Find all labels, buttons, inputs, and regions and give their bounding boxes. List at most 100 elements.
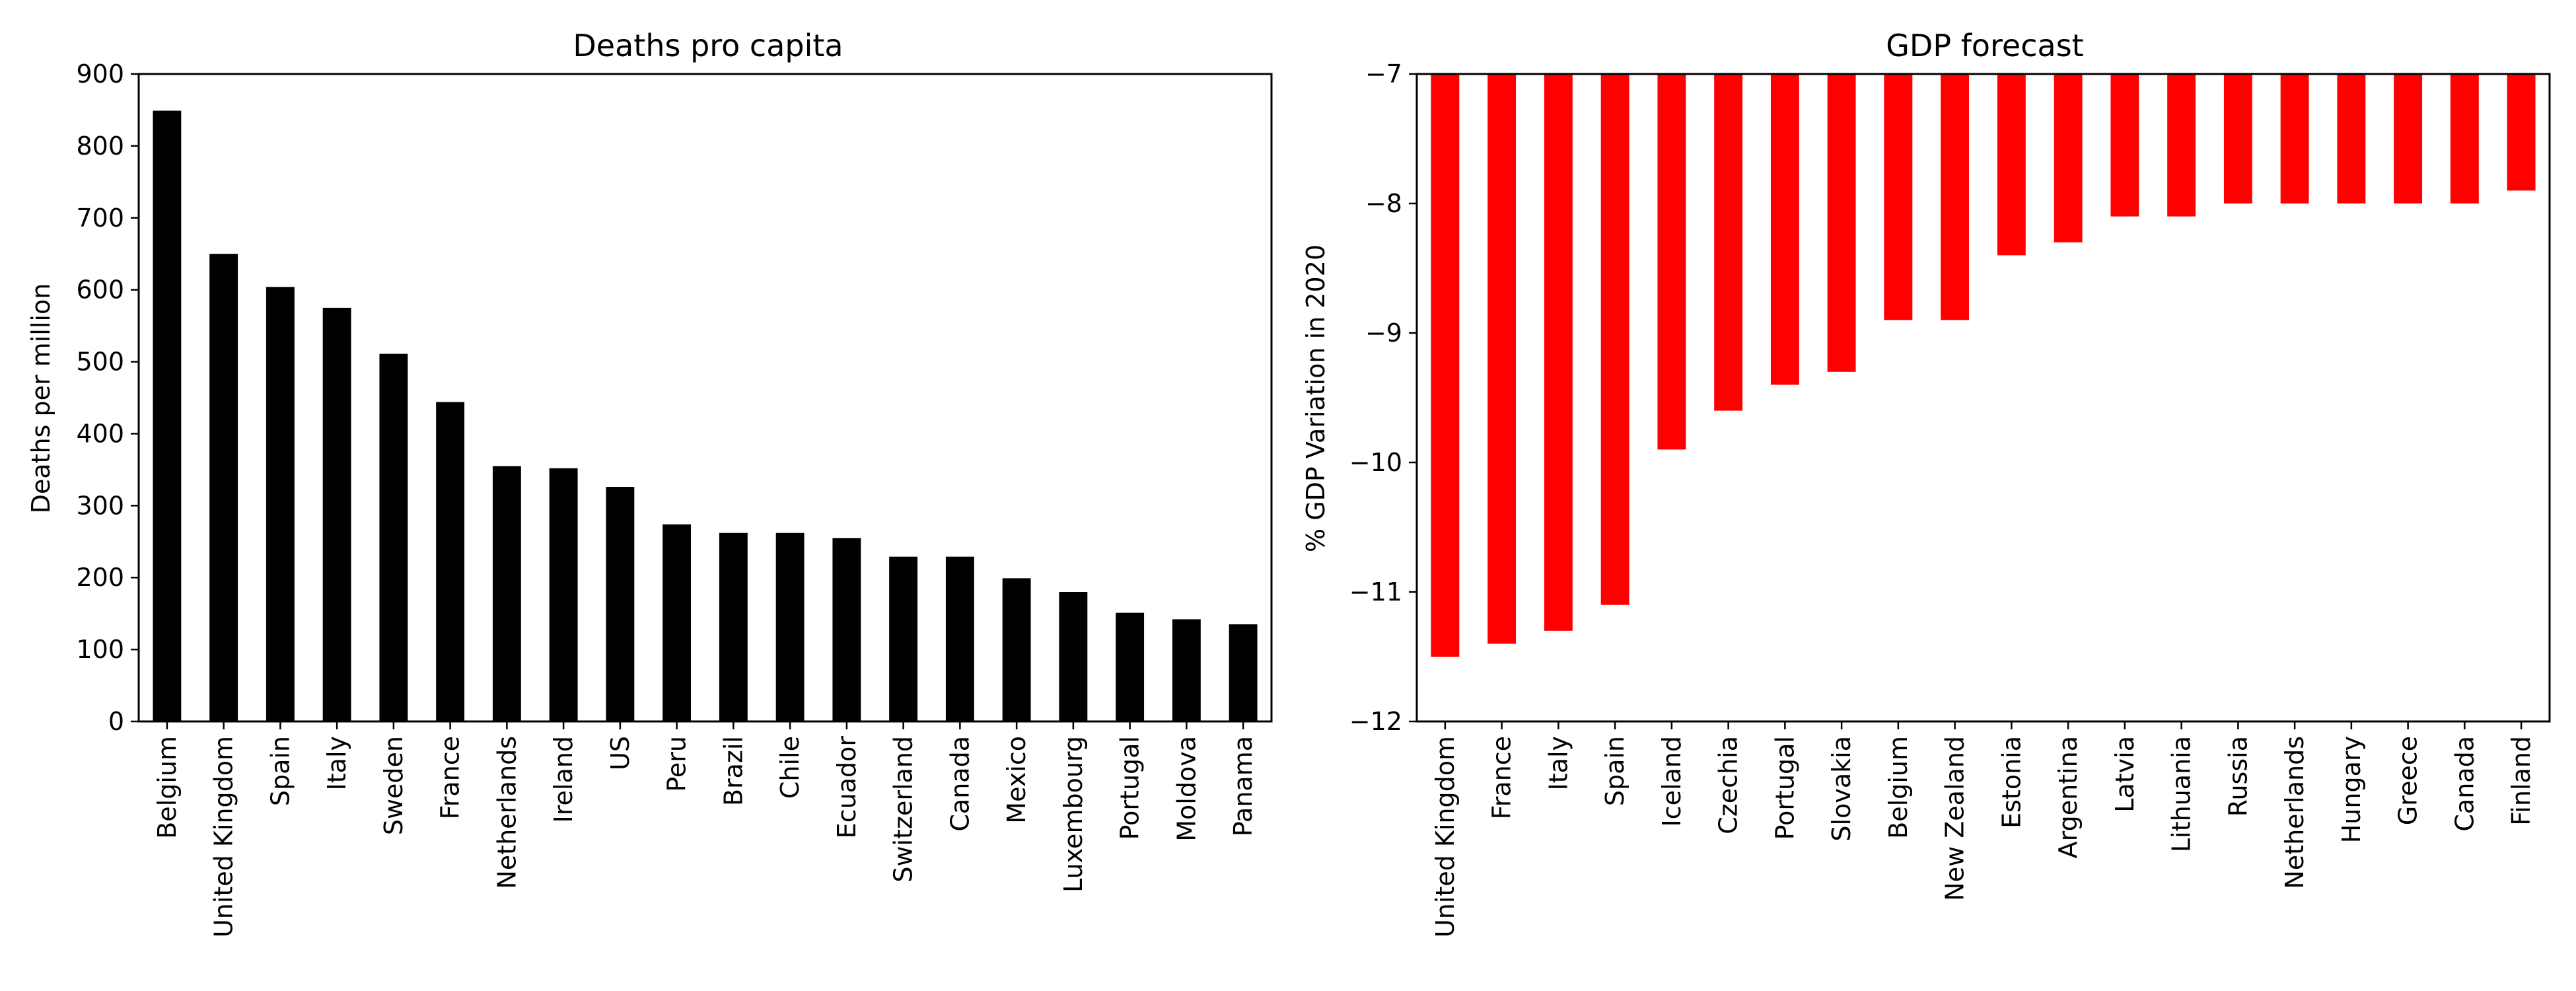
deaths-bar: [1229, 624, 1258, 721]
deaths-bar: [266, 287, 295, 721]
deaths-y-tick-label: 0: [108, 707, 124, 736]
gdp-bar: [2450, 74, 2479, 203]
gdp-bar: [2337, 74, 2366, 203]
gdp-bar: [1770, 74, 1799, 385]
gdp-x-ticks: United Kingdom France Italy Spain Iceland Cze…: [1431, 721, 2536, 937]
deaths-y-tick-label: 700: [76, 203, 124, 233]
gdp-x-tick-label: Latvia: [2110, 736, 2139, 813]
gdp-y-tick-label: −8: [1365, 189, 1402, 218]
deaths-x-tick-label: Brazil: [719, 736, 748, 806]
deaths-bars: [153, 110, 1258, 722]
deaths-x-tick-label: United Kingdom: [209, 736, 238, 937]
gdp-bar: [2394, 74, 2423, 203]
gdp-chart-title: GDP forecast: [1886, 28, 2083, 63]
gdp-x-tick-label: France: [1487, 736, 1517, 819]
deaths-x-ticks: Belgium United Kingdom Spain Italy Sweden Fra…: [153, 721, 1258, 937]
gdp-x-tick-label: Netherlands: [2280, 736, 2309, 889]
deaths-y-tick-label: 500: [76, 348, 124, 377]
deaths-bar: [662, 524, 692, 721]
gdp-x-tick-label: United Kingdom: [1431, 736, 1460, 937]
deaths-bar: [775, 532, 805, 721]
deaths-x-tick-label: Luxembourg: [1059, 736, 1088, 893]
gdp-x-tick-label: Russia: [2223, 736, 2252, 817]
deaths-x-tick-label: Belgium: [153, 736, 182, 839]
gdp-x-tick-label: New Zealand: [1941, 736, 1970, 901]
gdp-x-tick-label: Greece: [2394, 736, 2423, 825]
gdp-y-tick-label: −12: [1349, 707, 1402, 736]
deaths-bar: [1059, 592, 1088, 721]
gdp-x-tick-label: Spain: [1600, 736, 1629, 806]
gdp-bar: [2110, 74, 2139, 217]
deaths-y-tick-label: 300: [76, 491, 124, 520]
deaths-x-tick-label: Ireland: [549, 736, 578, 823]
deaths-bar: [153, 110, 182, 722]
gdp-y-tick-label: −10: [1349, 448, 1402, 477]
deaths-chart-frame: [137, 73, 1273, 723]
deaths-bar: [606, 487, 635, 721]
gdp-bar: [1884, 74, 1913, 320]
gdp-x-tick-label: Italy: [1544, 736, 1573, 790]
deaths-bar: [549, 468, 578, 721]
gdp-chart-frame: [1415, 73, 2551, 723]
deaths-bar: [1002, 578, 1031, 721]
gdp-y-tick-label: −11: [1349, 577, 1402, 606]
gdp-bar: [1997, 74, 2026, 256]
deaths-bar: [945, 556, 974, 721]
gdp-y-ticks: −12 −11 −10 −9 −8 −7: [1349, 59, 1417, 736]
deaths-y-ticks: 0 100 200 300 400 500 600 700 800 900: [76, 59, 139, 736]
gdp-x-tick-label: Iceland: [1657, 736, 1686, 827]
gdp-bar: [2167, 74, 2196, 217]
gdp-bar: [1941, 74, 1970, 320]
deaths-y-tick-label: 200: [76, 563, 124, 592]
deaths-y-tick-label: 100: [76, 635, 124, 664]
gdp-x-tick-label: Argentina: [2054, 736, 2083, 858]
deaths-bar: [322, 307, 351, 721]
gdp-y-tick-label: −9: [1365, 318, 1402, 348]
gdp-bar: [1431, 74, 1460, 657]
deaths-x-tick-label: Canada: [945, 736, 974, 832]
deaths-x-tick-label: Ecuador: [832, 736, 861, 839]
deaths-x-tick-label: Chile: [775, 736, 805, 799]
gdp-bars: [1431, 74, 2536, 657]
deaths-bar: [209, 254, 238, 721]
gdp-x-tick-label: Estonia: [1997, 736, 2026, 828]
gdp-bar: [1487, 74, 1517, 644]
deaths-x-tick-label: Portugal: [1116, 736, 1145, 840]
gdp-chart: GDP forecast % GDP Variation in 2020 −12…: [1301, 28, 2551, 937]
deaths-y-tick-label: 900: [76, 59, 124, 89]
deaths-chart-y-axis-label: Deaths per million: [26, 283, 55, 514]
gdp-y-tick-label: −7: [1365, 59, 1402, 89]
gdp-bar: [1600, 74, 1629, 605]
gdp-x-tick-label: Czechia: [1714, 736, 1743, 834]
gdp-x-tick-label: Slovakia: [1827, 736, 1856, 842]
deaths-x-tick-label: Sweden: [379, 736, 408, 835]
gdp-bar: [1714, 74, 1743, 411]
deaths-y-tick-label: 800: [76, 131, 124, 161]
deaths-y-tick-label: 400: [76, 419, 124, 448]
gdp-x-tick-label: Canada: [2450, 736, 2479, 832]
deaths-x-tick-label: Italy: [322, 736, 351, 790]
deaths-chart-title: Deaths pro capita: [573, 28, 843, 63]
deaths-bar: [436, 402, 465, 721]
gdp-x-tick-label: Belgium: [1884, 736, 1913, 839]
deaths-x-tick-label: US: [606, 736, 635, 770]
deaths-y-tick-label: 600: [76, 275, 124, 305]
gdp-bar: [1827, 74, 1856, 372]
gdp-x-tick-label: Hungary: [2337, 736, 2366, 843]
gdp-bar: [2223, 74, 2252, 203]
deaths-bar: [379, 353, 408, 721]
gdp-bar: [2054, 74, 2083, 242]
gdp-x-tick-label: Lithuania: [2167, 736, 2196, 852]
gdp-bar: [2507, 74, 2536, 191]
deaths-bar: [832, 538, 861, 721]
deaths-bar: [719, 532, 748, 721]
deaths-bar: [889, 556, 918, 721]
deaths-x-tick-label: Spain: [266, 736, 295, 806]
deaths-x-tick-label: Moldova: [1172, 736, 1201, 842]
gdp-x-tick-label: Portugal: [1770, 736, 1799, 840]
gdp-chart-y-axis-label: % GDP Variation in 2020: [1301, 244, 1330, 552]
deaths-x-tick-label: Peru: [662, 736, 692, 792]
gdp-bar: [2280, 74, 2309, 203]
deaths-x-tick-label: Panama: [1229, 736, 1258, 836]
